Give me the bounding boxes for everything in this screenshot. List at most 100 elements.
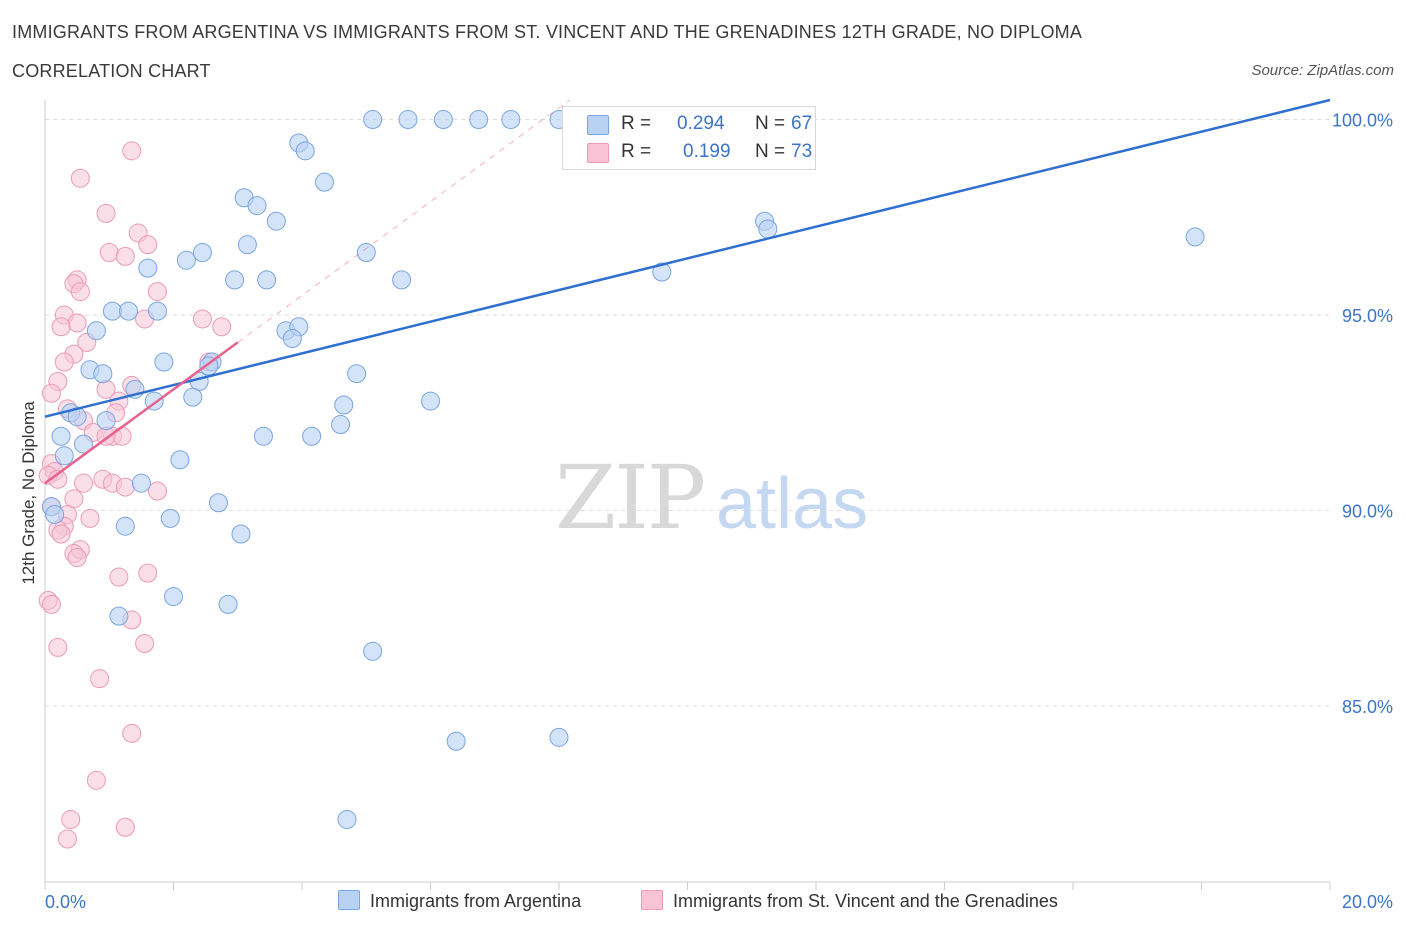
- data-point-argentina: [314, 172, 334, 192]
- data-point-argentina: [231, 524, 251, 544]
- data-point-argentina: [392, 270, 412, 290]
- data-point-argentina: [119, 301, 139, 321]
- data-point-argentina: [160, 508, 180, 528]
- legend-item-stvincent: Immigrants from St. Vincent and the Gren…: [641, 890, 1058, 912]
- data-point-argentina: [758, 219, 778, 239]
- data-point-argentina: [138, 258, 158, 278]
- trend-line-argentina: [44, 98, 1331, 418]
- data-point-stvincent: [51, 524, 71, 544]
- data-point-argentina: [282, 329, 302, 349]
- trend-line-stvincent: [44, 341, 239, 485]
- data-point-stvincent: [57, 829, 77, 849]
- data-point-argentina: [253, 426, 273, 446]
- source-label: Source: ZipAtlas.com: [1251, 62, 1394, 79]
- legend-r-label: R =: [621, 141, 652, 162]
- data-point-stvincent: [67, 313, 87, 333]
- legend-swatch-stvincent: [587, 143, 609, 163]
- data-point-stvincent: [115, 246, 135, 266]
- legend-label-stvincent: Immigrants from St. Vincent and the Gren…: [673, 891, 1058, 911]
- data-point-argentina: [398, 110, 418, 130]
- series-stvincent-points: [38, 141, 232, 849]
- data-point-argentina: [102, 301, 122, 321]
- data-point-argentina: [1185, 227, 1205, 247]
- data-point-argentina: [469, 110, 489, 130]
- data-point-argentina: [347, 364, 367, 384]
- data-point-stvincent: [67, 547, 87, 567]
- legend-item-argentina: Immigrants from Argentina: [338, 890, 581, 912]
- stats-legend: R = 0.294 N = 67 R = 0.199 N = 73: [562, 106, 816, 170]
- legend-n-value-stvincent: 73: [791, 141, 813, 162]
- y-axis-label: 12th Grade, No Diploma: [19, 401, 38, 585]
- watermark-atlas: atlas: [716, 464, 868, 544]
- trend-extension-stvincent: [237, 99, 571, 343]
- data-point-stvincent: [192, 309, 212, 329]
- data-point-stvincent: [70, 168, 90, 188]
- data-point-argentina: [54, 446, 74, 466]
- data-point-argentina: [302, 426, 322, 446]
- legend-label-argentina: Immigrants from Argentina: [370, 891, 582, 911]
- data-point-argentina: [192, 242, 212, 262]
- data-point-argentina: [45, 504, 65, 524]
- data-point-argentina: [334, 395, 354, 415]
- watermark-zip: ZIP: [555, 446, 704, 549]
- data-point-argentina: [164, 587, 183, 607]
- legend-swatch-argentina: [587, 115, 609, 135]
- legend-n-value-argentina: 67: [791, 113, 813, 134]
- data-point-stvincent: [86, 770, 106, 790]
- y-tick-label: 100.0%: [1332, 111, 1393, 131]
- data-point-argentina: [257, 270, 277, 290]
- legend-r-label: R =: [621, 113, 652, 134]
- data-point-stvincent: [135, 633, 155, 653]
- data-point-stvincent: [138, 563, 158, 583]
- data-point-argentina: [183, 387, 203, 407]
- grid-lines: [45, 119, 1330, 707]
- data-point-argentina: [237, 235, 257, 255]
- trend-lines: [44, 98, 1331, 485]
- legend-swatch-stvincent: [641, 890, 663, 910]
- data-point-stvincent: [61, 809, 81, 829]
- data-point-argentina: [446, 731, 466, 751]
- data-point-stvincent: [41, 594, 61, 614]
- data-point-argentina: [356, 242, 376, 262]
- data-point-stvincent: [115, 477, 135, 497]
- data-point-stvincent: [122, 141, 142, 161]
- data-point-argentina: [363, 641, 383, 661]
- data-point-argentina: [266, 211, 286, 231]
- data-point-argentina: [115, 516, 135, 536]
- data-point-argentina: [247, 196, 267, 216]
- data-point-stvincent: [51, 317, 71, 337]
- x-tick-label-min: 0.0%: [45, 892, 86, 912]
- data-point-stvincent: [212, 317, 232, 337]
- legend-n-label: N =: [755, 141, 786, 162]
- data-point-argentina: [208, 493, 228, 513]
- chart-subtitle: CORRELATION CHART: [12, 61, 211, 81]
- axes: [44, 100, 1331, 890]
- data-point-argentina: [225, 270, 245, 290]
- legend-swatch-argentina: [338, 890, 360, 910]
- y-tick-label: 90.0%: [1342, 502, 1393, 522]
- y-tick-label: 95.0%: [1342, 306, 1393, 326]
- data-point-stvincent: [90, 669, 110, 689]
- y-tick-labels: 85.0% 90.0% 95.0% 100.0%: [1332, 111, 1393, 717]
- legend-r-value-argentina: 0.294: [677, 113, 725, 134]
- data-point-argentina: [154, 352, 174, 372]
- data-point-argentina: [363, 110, 383, 130]
- data-point-stvincent: [54, 352, 74, 372]
- data-point-argentina: [218, 594, 238, 614]
- data-point-argentina: [337, 809, 357, 829]
- data-point-argentina: [331, 415, 351, 435]
- data-point-argentina: [176, 250, 196, 270]
- data-point-argentina: [93, 364, 113, 384]
- legend-n-label: N =: [755, 113, 786, 134]
- data-point-argentina: [131, 473, 151, 493]
- data-point-stvincent: [41, 383, 61, 403]
- data-point-argentina: [147, 301, 167, 321]
- data-point-argentina: [501, 110, 521, 130]
- data-point-argentina: [74, 434, 94, 454]
- data-point-stvincent: [70, 282, 90, 302]
- data-point-stvincent: [99, 242, 119, 262]
- data-point-stvincent: [74, 473, 94, 493]
- data-point-argentina: [51, 426, 71, 446]
- data-point-stvincent: [122, 723, 142, 743]
